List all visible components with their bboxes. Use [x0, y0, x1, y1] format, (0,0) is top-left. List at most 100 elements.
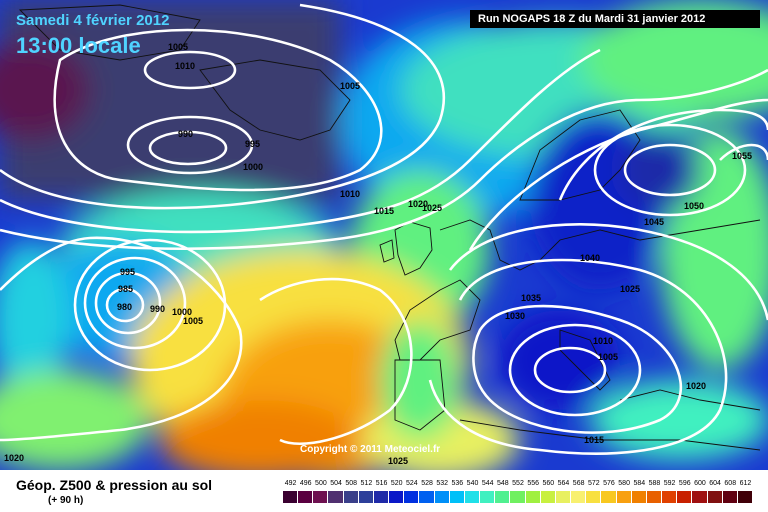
isobar-label: 1000	[243, 162, 263, 172]
isobar-label: 990	[178, 129, 193, 139]
isobar-label: 1045	[644, 217, 664, 227]
scale-swatch	[449, 491, 465, 503]
scale-swatch	[343, 491, 359, 503]
scale-tick-label: 504	[330, 480, 342, 487]
scale-swatch	[495, 491, 511, 503]
isobar-label: 995	[120, 267, 135, 277]
scale-swatch	[631, 491, 647, 503]
scale-swatch	[616, 491, 632, 503]
scale-tick-label: 528	[421, 480, 433, 487]
scale-swatch	[404, 491, 420, 503]
scale-swatch	[373, 491, 390, 503]
scale-swatch	[601, 491, 617, 503]
scale-swatch	[646, 491, 663, 503]
scale-tick-label: 520	[390, 480, 403, 487]
forecast-time: 13:00 locale	[16, 33, 141, 58]
scale-swatch	[540, 491, 556, 503]
scale-swatch	[434, 491, 450, 503]
scale-swatch	[707, 491, 723, 503]
scale-tick-label: 496	[299, 480, 312, 487]
isobar-label: 1030	[505, 311, 525, 321]
scale-swatch	[313, 491, 329, 503]
scale-tick-label: 552	[512, 480, 524, 487]
isobar-label: 1015	[584, 435, 604, 445]
scale-swatch	[525, 491, 541, 503]
scale-tick-label: 500	[315, 480, 327, 487]
scale-swatch	[389, 491, 405, 503]
scale-swatch	[722, 491, 738, 503]
scale-tick-label: 508	[345, 480, 358, 487]
isobar-label: 1020	[408, 199, 428, 209]
scale-tick-label: 572	[587, 480, 600, 487]
isobar-label: 1025	[422, 203, 442, 213]
isobar-label: 1050	[684, 201, 704, 211]
scale-tick-label: 592	[663, 480, 676, 487]
copyright-notice: Copyright © 2011 Meteociel.fr	[300, 444, 441, 455]
isobars	[0, 3, 768, 455]
isobar-label: 1035	[521, 293, 541, 303]
scale-tick-label: 580	[618, 480, 630, 487]
map-title: Géop. Z500 & pression au sol	[16, 477, 213, 493]
scale-tick-label: 608	[724, 480, 737, 487]
scale-swatch	[510, 491, 526, 503]
scale-swatch	[662, 491, 678, 503]
scale-tick-label: 584	[633, 480, 646, 487]
isobar-label: 1005	[340, 81, 360, 91]
forecast-range: (+ 90 h)	[48, 495, 84, 506]
scale-tick-label: 516	[375, 480, 388, 487]
isobar-label: 1015	[374, 206, 394, 216]
scale-swatch	[737, 491, 753, 503]
scale-tick-label: 532	[436, 480, 449, 487]
isobar-label: 1010	[593, 336, 613, 346]
scale-swatch	[571, 491, 587, 503]
scale-tick-label: 536	[451, 480, 464, 487]
scale-tick-label: 604	[709, 480, 721, 487]
forecast-date: Samedi 4 février 2012	[16, 12, 170, 29]
scale-tick-label: 492	[284, 480, 297, 487]
isobar-label: 1055	[732, 151, 752, 161]
scale-tick-label: 588	[648, 480, 661, 487]
isobar-label-group: 1005 1010 990 995 1000 1005 1010 1015 10…	[4, 42, 752, 466]
scale-tick-label: 556	[527, 480, 539, 487]
isobar-label: 1020	[686, 381, 706, 391]
weather-map: 1005 1010 990 995 1000 1005 1010 1015 10…	[0, 0, 768, 470]
isobar-label: 985	[118, 284, 133, 294]
isobar-label: 1005	[598, 352, 618, 362]
color-scale: 492 496 500 504 508 512 516 520 524 528 532 536 540 5…	[283, 479, 753, 507]
isobar-label: 1010	[175, 61, 195, 71]
geopotential-field	[0, 0, 768, 470]
scale-tick-label: 548	[496, 480, 509, 487]
scale-tick-label: 568	[572, 480, 585, 487]
scale-swatch	[586, 491, 602, 503]
isobar-label: 1020	[4, 453, 24, 463]
isobar-label: 995	[245, 139, 260, 149]
isobar-label: 1025	[620, 284, 640, 294]
isobar-label: 1005	[168, 42, 188, 52]
scale-swatch	[358, 491, 374, 503]
isobar-label: 980	[117, 302, 132, 312]
scale-tick-label: 576	[603, 480, 615, 487]
scale-swatch	[677, 491, 693, 503]
scale-swatch	[298, 491, 314, 503]
scale-swatch	[555, 491, 572, 503]
isobar-label: 1010	[340, 189, 360, 199]
scale-swatch	[283, 491, 299, 503]
scale-tick-label: 512	[360, 480, 373, 487]
scale-tick-label: 612	[739, 480, 752, 487]
isobar-label: 1025	[388, 456, 408, 466]
scale-swatch	[464, 491, 481, 503]
scale-swatch	[328, 491, 344, 503]
scale-tick-label: 564	[557, 480, 570, 487]
isobar-label: 990	[150, 304, 165, 314]
scale-tick-label: 544	[481, 480, 494, 487]
isobar-label: 1040	[580, 253, 600, 263]
scale-swatch	[419, 491, 435, 503]
scale-tick-label: 600	[694, 480, 706, 487]
scale-tick-label: 596	[678, 480, 691, 487]
isobar-label: 1005	[183, 316, 203, 326]
scale-swatch	[692, 491, 708, 503]
scale-swatch	[480, 491, 496, 503]
scale-tick-label: 524	[406, 480, 418, 487]
scale-tick-label: 540	[466, 480, 479, 487]
isobar-label: 1000	[172, 307, 192, 317]
